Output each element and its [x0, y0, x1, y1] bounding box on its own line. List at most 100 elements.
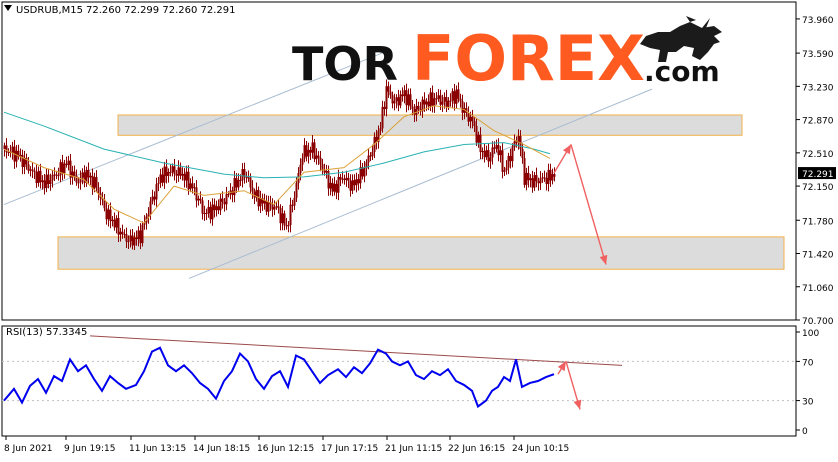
time-tick-label: 9 Jun 19:15 — [64, 444, 115, 454]
current-price-label: 72.291 — [802, 170, 834, 180]
candle-body — [121, 231, 124, 235]
candle-body — [95, 177, 98, 188]
current-price-box — [798, 167, 836, 180]
candle-body — [7, 152, 10, 154]
candle-body — [67, 160, 70, 165]
candle-body — [539, 178, 542, 184]
candle-body — [531, 178, 534, 188]
candle-body — [501, 150, 504, 172]
candle-body — [285, 225, 288, 227]
candle-body — [427, 101, 430, 107]
candle-body — [217, 206, 220, 211]
candle-body — [279, 207, 282, 224]
time-tick-label: 11 Jun 13:15 — [129, 444, 186, 454]
candle-body — [481, 151, 484, 153]
candle-body — [553, 174, 556, 177]
candle-body — [177, 167, 180, 176]
resistance-zone — [117, 114, 743, 136]
candle-body — [401, 94, 404, 97]
candle-body — [483, 151, 486, 158]
candle-body — [273, 207, 276, 210]
candle-body — [85, 169, 88, 183]
candle-body — [411, 106, 414, 110]
candle-body — [417, 105, 420, 110]
candle-body — [379, 128, 382, 131]
candle-body — [327, 171, 330, 189]
candle-body — [243, 169, 246, 177]
candle-body — [113, 219, 116, 228]
price-tick-label: 71.420 — [802, 251, 834, 261]
candle-body — [395, 97, 398, 102]
candle-body — [149, 201, 152, 215]
candle-body — [151, 196, 154, 202]
rsi-tick-label: 70 — [802, 358, 814, 368]
candle-body — [343, 178, 346, 181]
candle-body — [453, 91, 456, 104]
candle-body — [47, 174, 50, 185]
channel-lower-line — [188, 88, 653, 279]
candle-body — [173, 166, 176, 174]
candle-body — [253, 191, 256, 198]
candle-body — [241, 169, 244, 181]
candle-body — [465, 108, 468, 113]
candle-body — [341, 178, 344, 180]
candle-body — [199, 198, 202, 201]
candle-body — [249, 177, 252, 188]
candle-body — [81, 172, 84, 178]
price-tick-label: 72.510 — [802, 150, 834, 160]
candle-body — [367, 155, 370, 163]
price-tick-label: 71.060 — [802, 284, 834, 294]
candle-body — [405, 90, 408, 106]
candle-body — [473, 121, 476, 127]
candle-body — [25, 157, 28, 165]
candle-body — [387, 86, 390, 92]
candle-body — [167, 172, 170, 176]
candle-body — [57, 175, 60, 177]
candle-body — [101, 197, 104, 200]
rsi-tick-label: 0 — [802, 427, 808, 437]
candle-body — [537, 181, 540, 184]
candle-body — [515, 141, 518, 143]
candle-body — [69, 160, 72, 178]
candle-body — [107, 209, 110, 220]
collapse-triangle-icon[interactable] — [4, 5, 12, 11]
candle-body — [227, 194, 230, 196]
candle-body — [375, 136, 378, 143]
candle-body — [105, 208, 108, 220]
candle-body — [31, 169, 34, 171]
candle-body — [125, 234, 128, 242]
time-tick-label: 14 Jun 18:15 — [193, 444, 250, 454]
candle-body — [447, 100, 450, 107]
candle-body — [399, 94, 402, 106]
candle-body — [211, 204, 214, 220]
candle-body — [261, 198, 264, 204]
candle-body — [33, 170, 36, 173]
candle-body — [45, 174, 48, 188]
candle-body — [289, 204, 292, 226]
candle-body — [263, 200, 266, 204]
rsi-label: RSI(13) 57.3345 — [6, 327, 87, 338]
candle-body — [3, 145, 6, 150]
candle-body — [53, 174, 56, 176]
candle-body — [503, 170, 506, 172]
candle-body — [201, 200, 204, 214]
time-tick-label: 21 Jun 11:15 — [385, 444, 442, 454]
candle-body — [463, 108, 466, 113]
candle-body — [267, 202, 270, 212]
price-tick-label: 71.780 — [802, 217, 834, 227]
main-price-pane: 73.960 73.590 73.230 72.870 72.510 72.150 71.7… — [1, 1, 836, 327]
time-axis: 8 Jun 2021 9 Jun 19:15 11 Jun 13:15 14 Jun … — [4, 436, 569, 454]
candle-body — [231, 190, 234, 196]
candle-body — [35, 172, 38, 183]
candle-body — [197, 198, 200, 201]
candle-body — [551, 174, 554, 181]
candle-body — [301, 158, 304, 165]
candle-body — [189, 183, 192, 190]
candle-body — [141, 224, 144, 244]
candle-body — [549, 169, 552, 181]
candle-body — [5, 145, 8, 153]
candle-body — [271, 203, 274, 210]
candle-body — [287, 225, 290, 227]
price-tick-label: 73.230 — [802, 83, 834, 93]
